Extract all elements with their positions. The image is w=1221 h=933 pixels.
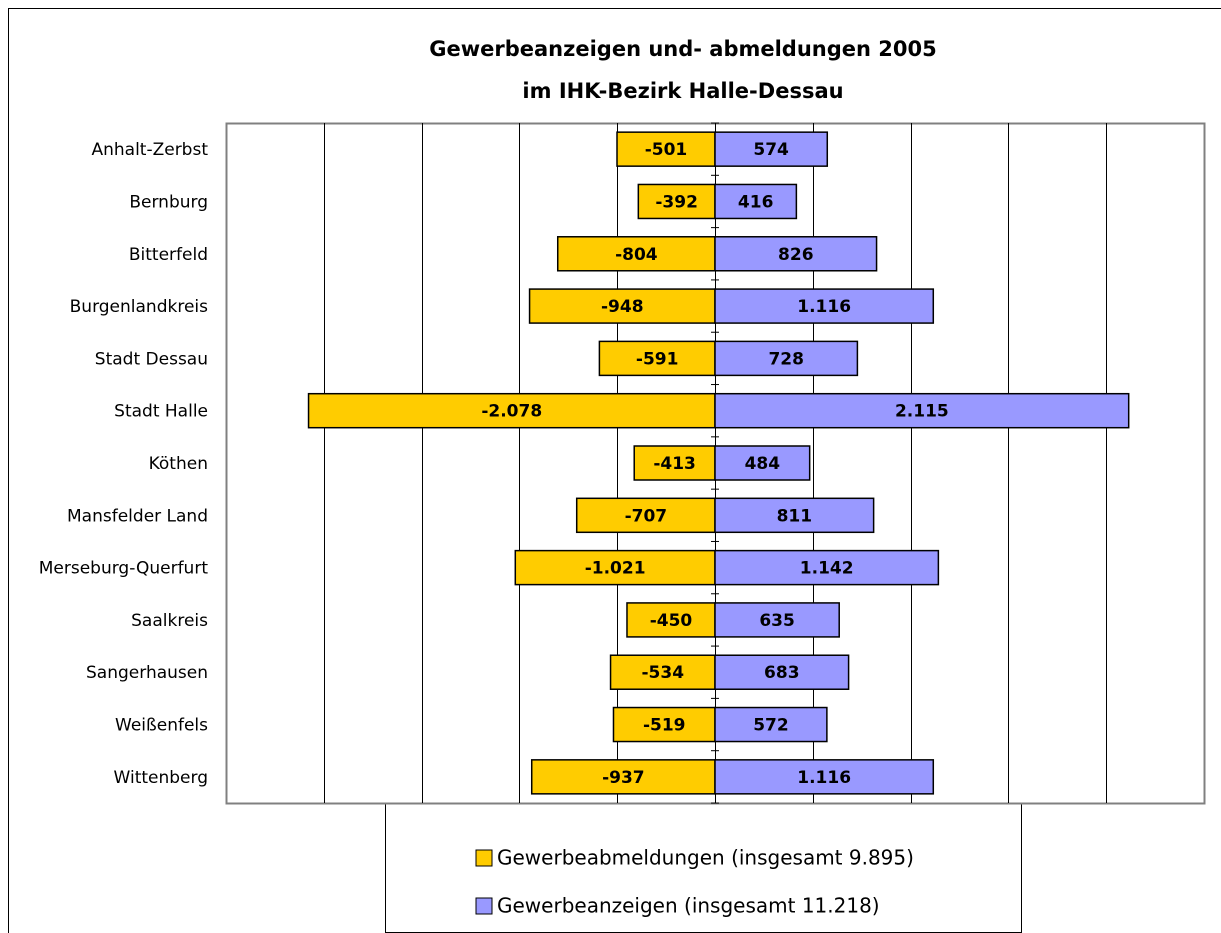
bar (714, 759, 935, 795)
data-label: -707 (625, 506, 668, 526)
data-label: -804 (615, 245, 658, 265)
bar (530, 759, 716, 795)
y-tick-label: Sangerhausen (86, 663, 208, 683)
bar (609, 654, 716, 690)
data-label: 574 (753, 140, 789, 160)
data-label: -413 (653, 454, 696, 474)
data-label: -937 (602, 768, 645, 788)
bar (714, 288, 935, 324)
bar (714, 183, 798, 220)
chart-title: im IHK-Bezirk Halle-Dessau (522, 79, 843, 103)
bar (714, 131, 829, 167)
data-label: 811 (777, 506, 813, 526)
y-tick-label: Saalkreis (131, 611, 208, 631)
bar (714, 549, 940, 586)
y-tick-label: Stadt Dessau (95, 349, 208, 369)
data-label: 2.115 (895, 402, 949, 422)
bar (714, 392, 1130, 429)
y-tick-label: Köthen (149, 454, 208, 474)
bar (714, 445, 811, 481)
data-label: 572 (753, 716, 789, 736)
data-label: -948 (601, 297, 644, 317)
chart-title: Gewerbeanzeigen und- abmeldungen 2005 (429, 37, 936, 61)
y-tick-label: Weißenfels (115, 716, 208, 736)
y-tick-label: Mansfelder Land (67, 506, 208, 526)
data-label: -519 (643, 716, 686, 736)
data-label: 1.116 (797, 297, 851, 317)
data-label: -501 (645, 140, 688, 160)
bar (714, 497, 875, 534)
y-tick-label: Bernburg (129, 192, 208, 212)
bar (714, 340, 859, 377)
data-label: -2.078 (481, 402, 542, 422)
bar (714, 602, 840, 638)
data-label: 683 (764, 663, 800, 683)
data-label: -392 (655, 192, 698, 212)
bar (612, 706, 716, 743)
data-label: -450 (650, 611, 693, 631)
bar (714, 654, 850, 690)
y-tick-label: Anhalt-Zerbst (91, 140, 208, 160)
legend-label: Gewerbeabmeldungen (insgesamt 9.895) (497, 846, 914, 870)
legend-swatch (475, 849, 493, 867)
data-label: 826 (778, 245, 814, 265)
y-tick-label: Stadt Halle (114, 402, 208, 422)
legend-label: Gewerbeanzeigen (insgesamt 11.218) (497, 894, 880, 918)
bar (575, 497, 716, 534)
data-label: -534 (642, 663, 685, 683)
bar (528, 288, 716, 324)
data-label: 416 (738, 192, 774, 212)
y-tick-label: Bitterfeld (129, 245, 208, 265)
y-tick-label: Burgenlandkreis (70, 297, 209, 317)
bar (514, 549, 716, 586)
data-label: -591 (636, 349, 679, 369)
data-label: 635 (759, 611, 795, 631)
data-label: 1.142 (800, 559, 854, 579)
bar (307, 392, 716, 429)
y-tick-label: Merseburg-Querfurt (39, 559, 209, 579)
data-label: 728 (768, 349, 804, 369)
y-tick-label: Wittenberg (114, 768, 208, 788)
bar (637, 183, 716, 220)
data-label: 1.116 (797, 768, 851, 788)
bar (714, 236, 878, 272)
data-label: 484 (745, 454, 781, 474)
data-label: -1.021 (585, 559, 646, 579)
bar (714, 706, 828, 743)
legend-swatch (475, 897, 493, 915)
